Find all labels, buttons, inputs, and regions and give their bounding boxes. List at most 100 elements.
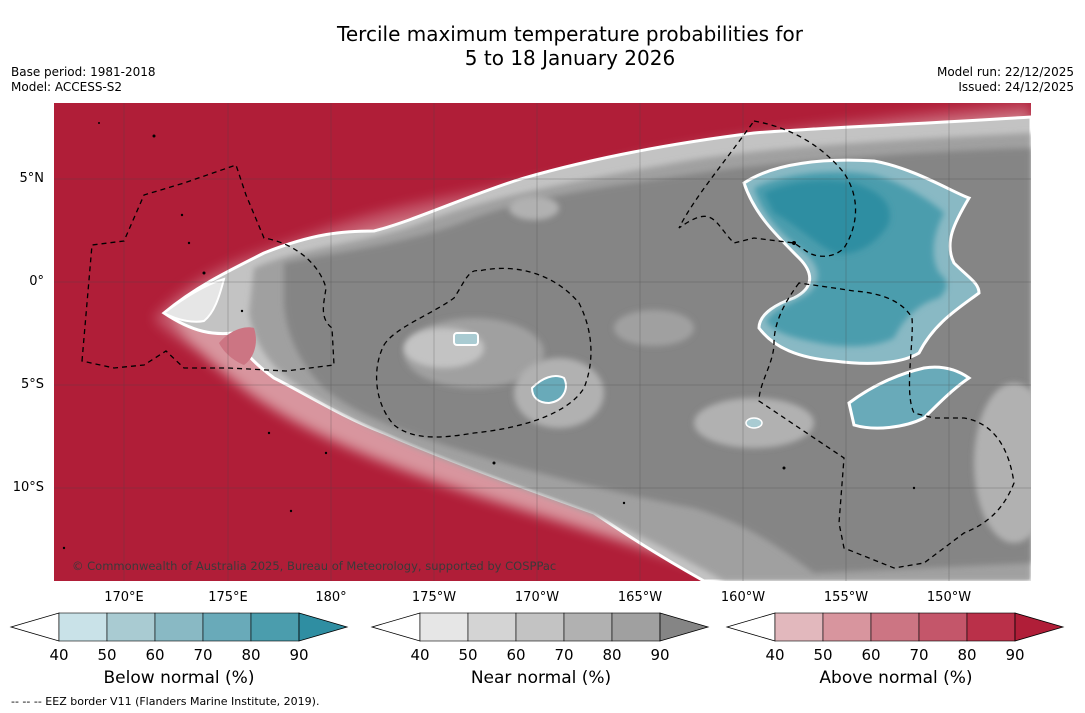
lon-label-160w: 160°W: [720, 590, 766, 605]
lat-label-5n: 5°N: [19, 171, 45, 186]
model-name: Model: ACCESS-S2: [11, 80, 123, 94]
colorbar-below-tick-4: 80: [241, 646, 260, 664]
colorbar-near-segment-0: [419, 612, 469, 642]
near-normal-patch-6: [974, 383, 1031, 543]
colorbar-below-normal: 40 50 60 70 80 90: [9, 612, 349, 664]
colorbar-label-near: Near normal (%): [470, 668, 612, 688]
title-line-1: Tercile maximum temperature probabilitie…: [337, 22, 803, 46]
colorbar-above-low-extend: [725, 612, 776, 642]
colorbar-below-segment-0: [58, 612, 108, 642]
island-14: [792, 241, 796, 245]
island-7: [267, 431, 271, 435]
lon-label-150w: 150°W: [926, 590, 972, 605]
below-normal-region: [453, 158, 981, 430]
lat-label-10s: 10°S: [12, 480, 44, 495]
eez-border-line-islands: [678, 120, 857, 257]
colorbar-above-segment-3: [918, 612, 968, 642]
lat-label-5s: 5°S: [20, 377, 44, 392]
colorbar-near-segment-3: [563, 612, 613, 642]
eez-border-east: [758, 282, 1015, 569]
colorbar-near-segment-2: [515, 612, 565, 642]
eez-footnote: -- -- -- EEZ border V11 (Flanders Marine…: [11, 695, 320, 708]
colorbar-near-normal: 40 50 60 70 80 90: [370, 612, 710, 664]
colorbar-label-below: Below normal (%): [103, 668, 255, 688]
colorbar-above-segment-2: [870, 612, 920, 642]
island-1: [98, 122, 100, 124]
near-normal-patch-7: [509, 196, 559, 220]
colorbars: 40 50 60 70 80 90 40 50 60 70 80 90 40 50 60 70 80 90: [9, 612, 1065, 664]
island-13: [912, 486, 916, 490]
colorbar-near-tick-4: 80: [602, 646, 621, 664]
lon-label-170w: 170°W: [514, 590, 560, 605]
colorbar-below-low-extend: [9, 612, 60, 642]
island-3: [180, 213, 184, 217]
island-9: [324, 451, 328, 455]
model-info: Base period: 1981-2018 Model: ACCESS-S2: [11, 65, 156, 95]
base-period: Base period: 1981-2018: [11, 65, 156, 79]
model-run-date: Model run: 22/12/2025: [936, 65, 1074, 79]
colorbar-below-segment-2: [154, 612, 204, 642]
below-normal-small-3: [745, 417, 763, 429]
colorbar-below-segment-3: [202, 612, 252, 642]
colorbar-above-tick-0: 40: [765, 646, 784, 664]
island-10: [492, 461, 496, 465]
colorbar-near-segment-1: [467, 612, 517, 642]
colorbar-near-tick-3: 70: [554, 646, 573, 664]
colorbar-below-tick-0: 40: [49, 646, 68, 664]
colorbar-near-segment-4: [611, 612, 661, 642]
colorbar-above-segment-1: [822, 612, 872, 642]
colorbar-near-tick-2: 60: [506, 646, 525, 664]
colorbar-above-tick-3: 70: [909, 646, 928, 664]
colorbar-below-tick-5: 90: [289, 646, 308, 664]
map-canvas: © Commonwealth of Australia 2025, Bureau…: [54, 103, 1031, 581]
colorbar-below-segment-4: [250, 612, 300, 642]
colorbar-above-tick-4: 80: [957, 646, 976, 664]
colorbar-above-tick-1: 50: [813, 646, 832, 664]
island-8: [289, 509, 293, 513]
colorbar-label-above: Above normal (%): [819, 668, 973, 688]
copyright-text: © Commonwealth of Australia 2025, Bureau…: [72, 559, 556, 573]
island-6: [240, 309, 244, 313]
colorbar-below-high-extend: [298, 612, 349, 642]
colorbar-near-tick-5: 90: [650, 646, 669, 664]
colorbar-below-segment-1: [106, 612, 156, 642]
colorbar-near-tick-0: 40: [410, 646, 429, 664]
below-normal-small-2: [453, 332, 479, 346]
colorbar-above-segment-0: [774, 612, 824, 642]
probability-map: © Commonwealth of Australia 2025, Bureau…: [54, 103, 1031, 581]
colorbar-near-low-extend: [370, 612, 421, 642]
colorbar-above-tick-5: 90: [1005, 646, 1024, 664]
islands: [62, 122, 916, 550]
lon-label-175e: 175°E: [208, 590, 248, 605]
eez-border-phoenix: [375, 267, 592, 438]
below-normal-deep: [764, 180, 890, 254]
title-line-2: 5 to 18 January 2026: [464, 46, 676, 70]
lon-label-170e: 170°E: [104, 590, 144, 605]
island-11: [622, 501, 626, 505]
gridlines: [54, 103, 1031, 581]
island-15: [62, 546, 66, 550]
run-info: Model run: 22/12/2025 Issued: 24/12/2025: [937, 65, 1074, 95]
colorbar-below-tick-2: 60: [145, 646, 164, 664]
island-4: [187, 241, 191, 245]
colorbar-near-high-extend: [659, 612, 710, 642]
issued-date: Issued: 24/12/2025: [958, 80, 1074, 94]
eez-borders: [81, 120, 1015, 569]
colorbar-above-high-extend: [1014, 612, 1065, 642]
eez-border-kiribati-west: [81, 164, 335, 372]
colorbar-near-tick-1: 50: [458, 646, 477, 664]
lon-label-165w: 165°W: [617, 590, 663, 605]
colorbar-above-normal: 40 50 60 70 80 90: [725, 612, 1065, 664]
colorbar-below-tick-3: 70: [193, 646, 212, 664]
island-12: [782, 466, 786, 470]
colorbar-above-segment-4: [966, 612, 1016, 642]
lat-label-0: 0°: [29, 274, 44, 289]
island-2: [152, 134, 156, 138]
lon-label-155w: 155°W: [823, 590, 869, 605]
near-normal-tongue: [162, 277, 226, 323]
near-normal-patch-5: [614, 310, 694, 346]
colorbar-above-tick-2: 60: [861, 646, 880, 664]
lon-label-180: 180°: [315, 590, 347, 605]
island-5: [202, 271, 206, 275]
map-title: Tercile maximum temperature probabilitie…: [0, 22, 1085, 70]
